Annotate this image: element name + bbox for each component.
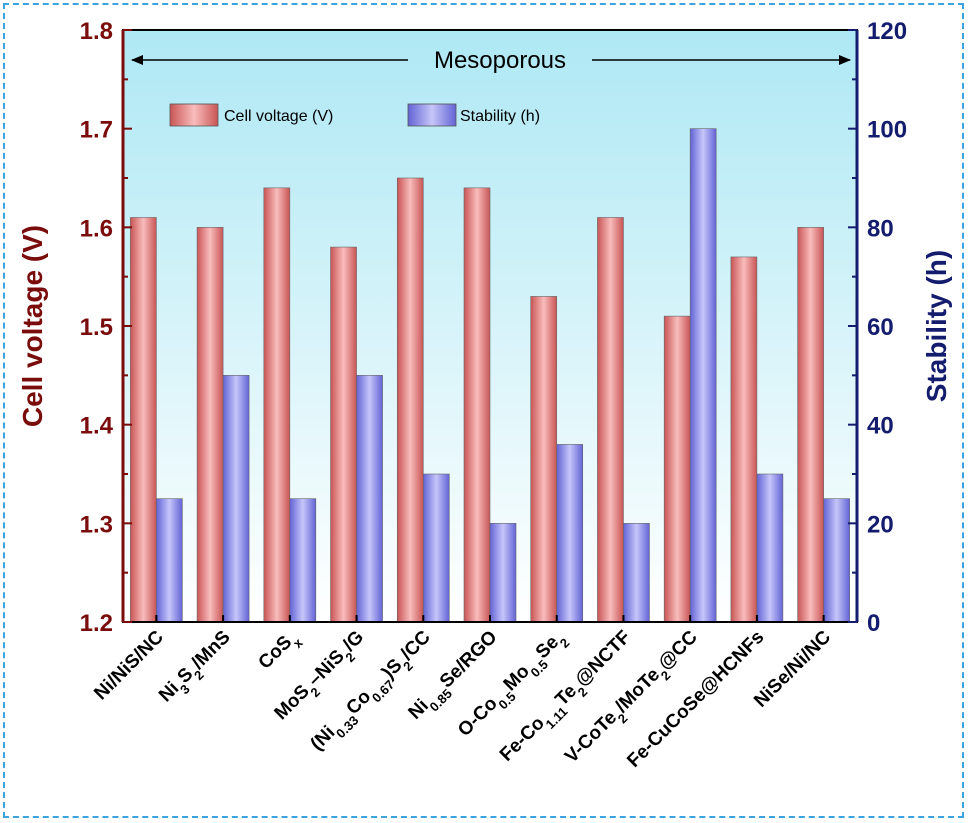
- legend-label-cell-voltage: Cell voltage (V): [224, 108, 333, 125]
- bars: [130, 128, 850, 623]
- right-tick-label: 60: [867, 314, 894, 341]
- bar-cell-voltage-1: [196, 227, 224, 623]
- bar-stability-8: [689, 128, 717, 623]
- bar-cell-voltage-9: [730, 256, 758, 623]
- bar-cell-voltage-10: [797, 227, 824, 623]
- left-tick-label: 1.3: [80, 511, 113, 538]
- left-tick-label: 1.4: [80, 413, 114, 440]
- bar-cell-voltage-6: [530, 296, 558, 623]
- legend: Cell voltage (V) Stability (h): [169, 103, 540, 127]
- legend-swatch-cell-voltage: [169, 103, 219, 127]
- bar-stability-4: [422, 473, 450, 623]
- bar-cell-voltage-5: [463, 187, 491, 623]
- left-tick-label: 1.6: [80, 215, 113, 242]
- x-tick-label: (Ni0.33Co0.67)S2/CC: [307, 626, 439, 758]
- bar-cell-voltage-0: [130, 217, 157, 623]
- bar-cell-voltage-3: [330, 246, 357, 623]
- right-y-axis-label: Stability (h): [921, 250, 952, 402]
- right-tick-label: 100: [867, 117, 907, 144]
- x-tick-label: Ni3S2/MnS: [155, 627, 238, 710]
- left-y-ticks: 1.2 1.3 1.4 1.5 1.6 1.7 1.8: [80, 18, 132, 637]
- left-tick-label: 1.2: [80, 610, 113, 637]
- left-tick-label: 1.7: [80, 117, 113, 144]
- left-tick-label: 1.8: [80, 18, 113, 45]
- bar-stability-3: [356, 375, 383, 623]
- bar-stability-10: [823, 498, 850, 623]
- bar-stability-5: [489, 523, 517, 623]
- bar-cell-voltage-2: [263, 187, 291, 623]
- x-tick-label: Fe-CuCoSe@HCNFs: [623, 627, 768, 772]
- bar-stability-2: [289, 498, 317, 623]
- legend-swatch-stability: [407, 103, 457, 127]
- x-tick-label: CoSx: [255, 626, 306, 677]
- bar-stability-9: [756, 473, 784, 623]
- annotation-label: Mesoporous: [434, 47, 566, 74]
- right-tick-label: 0: [867, 610, 880, 637]
- left-tick-label: 1.5: [80, 314, 113, 341]
- bar-stability-7: [623, 523, 650, 623]
- right-tick-label: 120: [867, 18, 907, 45]
- bar-cell-voltage-7: [597, 217, 624, 623]
- right-tick-label: 20: [867, 511, 894, 538]
- bar-cell-voltage-4: [396, 177, 424, 623]
- bar-stability-6: [556, 444, 584, 623]
- right-tick-label: 40: [867, 413, 894, 440]
- left-y-axis-label: Cell voltage (V): [17, 225, 48, 427]
- bar-stability-1: [222, 375, 250, 623]
- figure-frame: [3, 3, 964, 818]
- legend-label-stability: Stability (h): [460, 108, 540, 125]
- right-y-ticks: 0 20 40 60 80 100 120: [848, 18, 907, 637]
- right-tick-label: 80: [867, 215, 894, 242]
- bar-cell-voltage-8: [663, 315, 691, 623]
- bar-stability-0: [156, 498, 183, 623]
